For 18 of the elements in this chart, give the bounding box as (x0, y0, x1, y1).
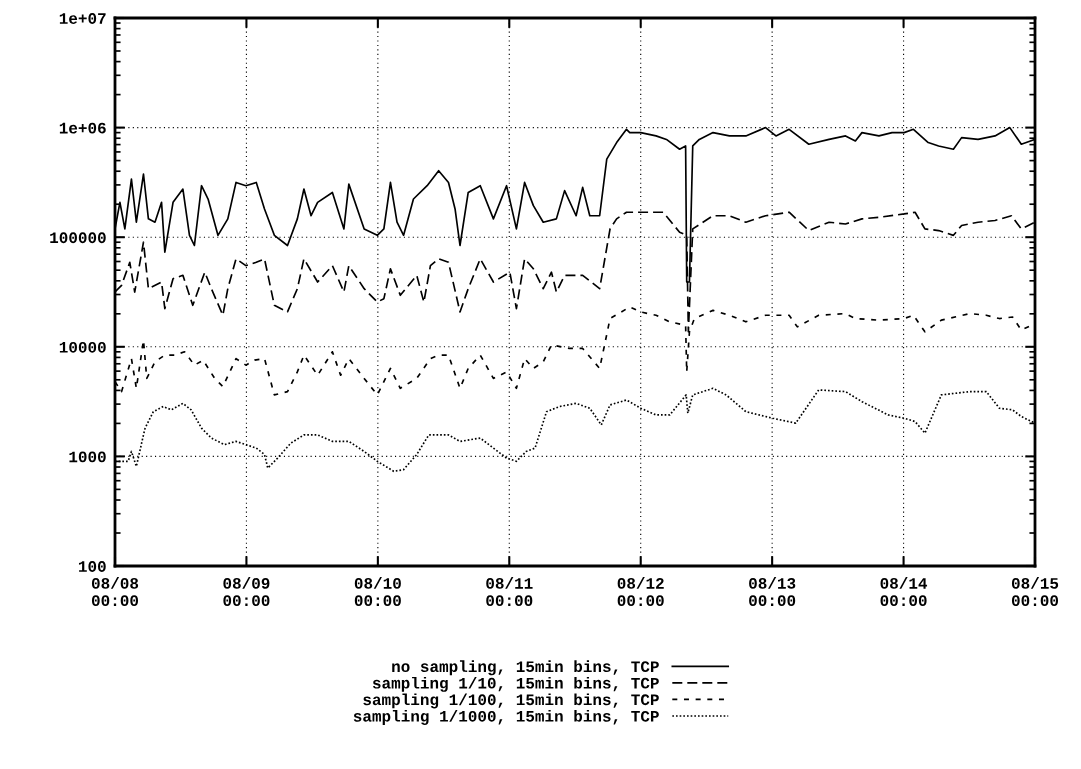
x-tick-label: 08/13 00:00 (749, 577, 796, 607)
legend-label: sampling 1/10, 15min bins, TCP (372, 676, 659, 692)
x-tick-label: 08/15 00:00 (1011, 577, 1059, 607)
x-tick-label: 08/10 00:00 (354, 577, 401, 607)
x-tick-label: 08/11 00:00 (486, 577, 533, 607)
x-tick-label: 08/08 00:00 (91, 577, 139, 607)
x-tick-label: 08/12 00:00 (617, 577, 664, 607)
x-tick-label: 08/09 00:00 (223, 577, 270, 607)
legend-label: sampling 1/1000, 15min bins, TCP (353, 710, 659, 725)
y-tick-label: 1e+07 (59, 13, 106, 24)
y-tick-label: 100000 (50, 232, 106, 244)
legend-label: sampling 1/100, 15min bins, TCP (363, 693, 659, 709)
legend-label: no sampling, 15min bins, TCP (392, 660, 659, 676)
y-tick-label: 10000 (59, 341, 106, 353)
x-tick-label: 08/14 00:00 (880, 577, 928, 607)
y-tick-label: 100 (78, 561, 106, 572)
y-tick-label: 1000 (69, 451, 106, 463)
y-tick-label: 1e+06 (59, 122, 106, 134)
